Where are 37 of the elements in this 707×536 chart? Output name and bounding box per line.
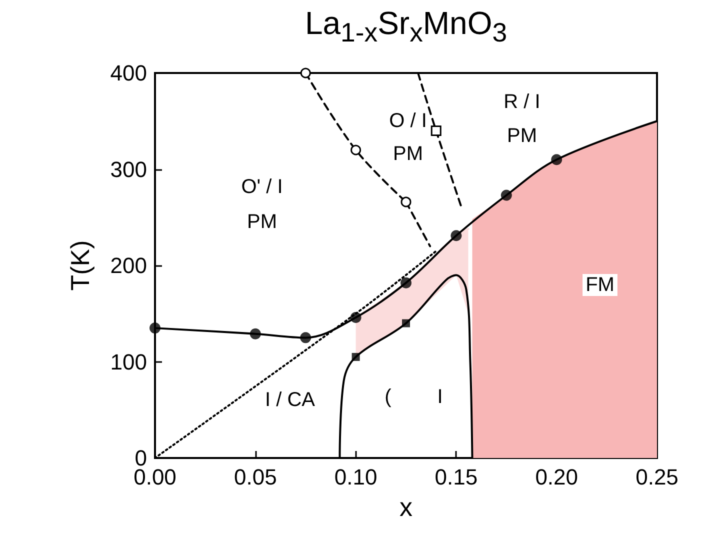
point [300,68,311,78]
point [430,126,442,136]
point [551,154,562,166]
y-tick-label: 300 [110,156,147,182]
point [350,144,362,156]
point [150,322,160,334]
point [350,312,362,323]
annotation: PM [507,125,537,147]
y-tick-label: 100 [110,349,147,374]
y-axis-title: T(K) [65,240,95,291]
annotation: R / I [504,91,540,113]
chart-title: La$_{1-x}$Sr$_{x}$MnO$_{3}$ [304,4,508,50]
line-series [338,274,474,459]
y-tick-label: 400 [110,60,147,86]
x-tick-label: 0.05 [234,464,277,490]
annotation: PM [393,143,423,165]
x-tick-label: 0.25 [636,464,678,490]
annotation: I [437,386,443,408]
x-tick-label: 0.10 [334,464,378,490]
annotation: FM [586,274,614,296]
annotation: I / CA [264,389,316,411]
x-tick-label: 0.15 [434,464,478,490]
point [352,352,360,361]
x-axis-title: x [400,492,412,522]
annotation: O / I [389,110,427,132]
point [500,190,512,201]
point [300,332,312,344]
annotation: ( [384,386,392,408]
point [250,328,261,340]
x-tick-label: 0.20 [535,464,578,490]
point [402,319,410,328]
annotation: PM [247,211,277,233]
point [400,196,412,208]
annotation: O' / I [241,176,283,198]
y-tick-label: 200 [110,253,147,278]
point [400,277,412,288]
point [450,230,462,242]
